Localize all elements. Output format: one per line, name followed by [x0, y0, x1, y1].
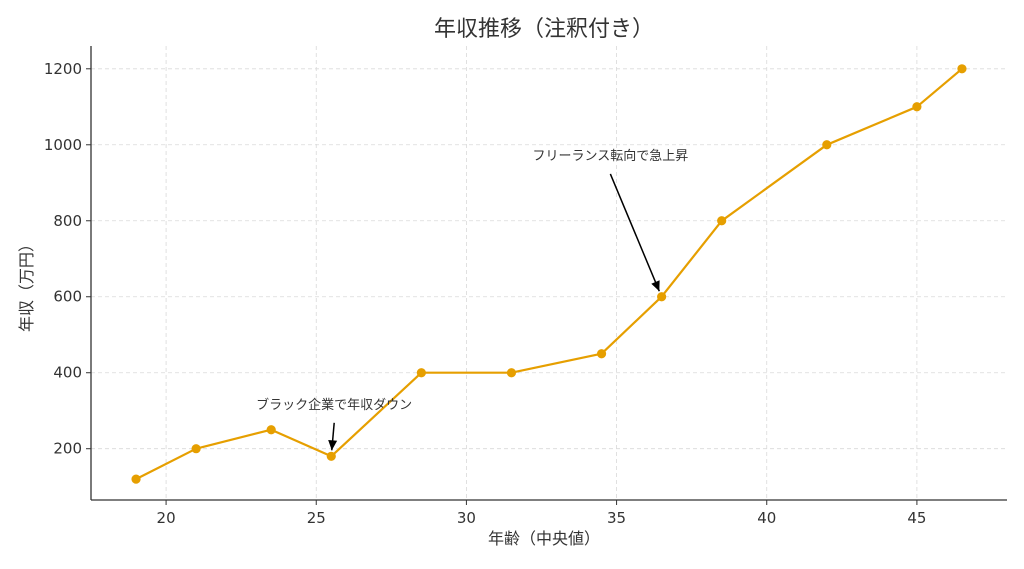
data-point: [596, 349, 607, 359]
annotation-arrowhead: [328, 439, 338, 451]
data-point: [416, 368, 426, 378]
data-point: [266, 425, 276, 435]
annotation-label: フリーランス転向で急上昇: [532, 148, 688, 164]
data-point: [191, 444, 201, 454]
data-point: [657, 292, 667, 302]
data-point: [717, 216, 727, 226]
ticks: 20 25 30 35 40 45 200 400 600 800 1000 1200: [44, 60, 927, 527]
y-tick-label: 800: [53, 212, 82, 230]
x-tick-label: 35: [607, 509, 626, 527]
annotation-arrow: [609, 173, 661, 292]
chart-title: 年収推移（注釈付き）: [434, 17, 654, 42]
data-point: [326, 451, 336, 461]
data-point: [822, 140, 832, 150]
x-tick-label: 40: [757, 509, 776, 527]
axes: [90, 46, 1007, 501]
annotations: ブラック企業で年収ダウン フリーランス転向で急上昇: [256, 148, 688, 451]
series-line: [135, 67, 963, 481]
data-point: [506, 368, 517, 378]
grid: [91, 46, 1007, 500]
x-tick-label: 20: [157, 509, 176, 527]
data-point: [131, 474, 141, 484]
data-point: [912, 102, 922, 112]
series: [131, 64, 967, 484]
y-tick-label: 600: [53, 288, 82, 306]
annotation-label: ブラック企業で年収ダウン: [256, 397, 412, 413]
x-tick-label: 30: [457, 509, 476, 527]
y-axis-title: 年収（万円）: [17, 236, 36, 332]
y-tick-label: 400: [53, 364, 82, 382]
x-axis-title: 年齢（中央値）: [488, 529, 600, 548]
x-tick-label: 45: [907, 509, 926, 527]
data-point: [957, 64, 967, 74]
x-tick-label: 25: [307, 509, 326, 527]
y-tick-label: 200: [53, 440, 82, 458]
y-tick-label: 1200: [44, 60, 82, 78]
y-tick-label: 1000: [44, 136, 82, 154]
annotation-arrowhead: [651, 280, 660, 292]
